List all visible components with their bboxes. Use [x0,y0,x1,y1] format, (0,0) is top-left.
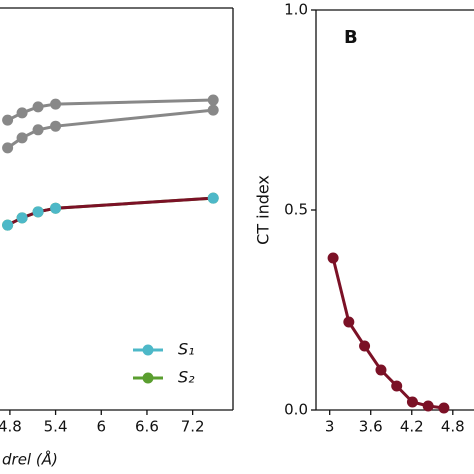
x-tick-label: 4.2 [400,418,424,436]
x-tick-label: 4.8 [0,418,22,436]
y-axis-label: CT index [254,175,273,245]
y-tick-label: 0.0 [284,401,308,419]
data-point [327,252,339,264]
data-point [16,132,28,144]
data-point [2,142,14,154]
data-point [207,192,219,204]
data-point [391,380,403,392]
data-point [32,206,44,218]
data-point [406,396,418,408]
data-point [2,114,14,126]
data-point [16,212,28,224]
data-point [375,364,387,376]
legend-marker [142,372,154,384]
data-point [50,98,62,110]
data-point [2,219,14,231]
legend-label: S₂ [178,368,195,387]
data-point [32,101,44,113]
y-tick-label: 1.0 [284,1,308,19]
data-point [32,124,44,136]
x-tick-label: 6.6 [135,418,159,436]
x-tick-label: 7.2 [181,418,205,436]
data-point [207,94,219,106]
data-point [422,400,434,412]
x-tick-label: 4.8 [441,418,465,436]
y-tick-label: 0.5 [284,201,308,219]
x-tick-label: 3.6 [359,418,383,436]
data-point [343,316,355,328]
panel-label: B [344,27,358,48]
data-point [359,340,371,352]
x-axis-label: drel (Å) [2,450,58,469]
x-tick-label: 5.4 [44,418,68,436]
x-tick-label: 3 [325,418,335,436]
legend-marker [142,344,154,356]
data-point [207,104,219,116]
data-point [438,402,450,414]
x-tick-label: 6 [96,418,106,436]
series-line [331,257,445,410]
data-point [50,120,62,132]
data-point [50,202,62,214]
legend-label: S₁ [178,340,195,359]
data-point [16,107,28,119]
